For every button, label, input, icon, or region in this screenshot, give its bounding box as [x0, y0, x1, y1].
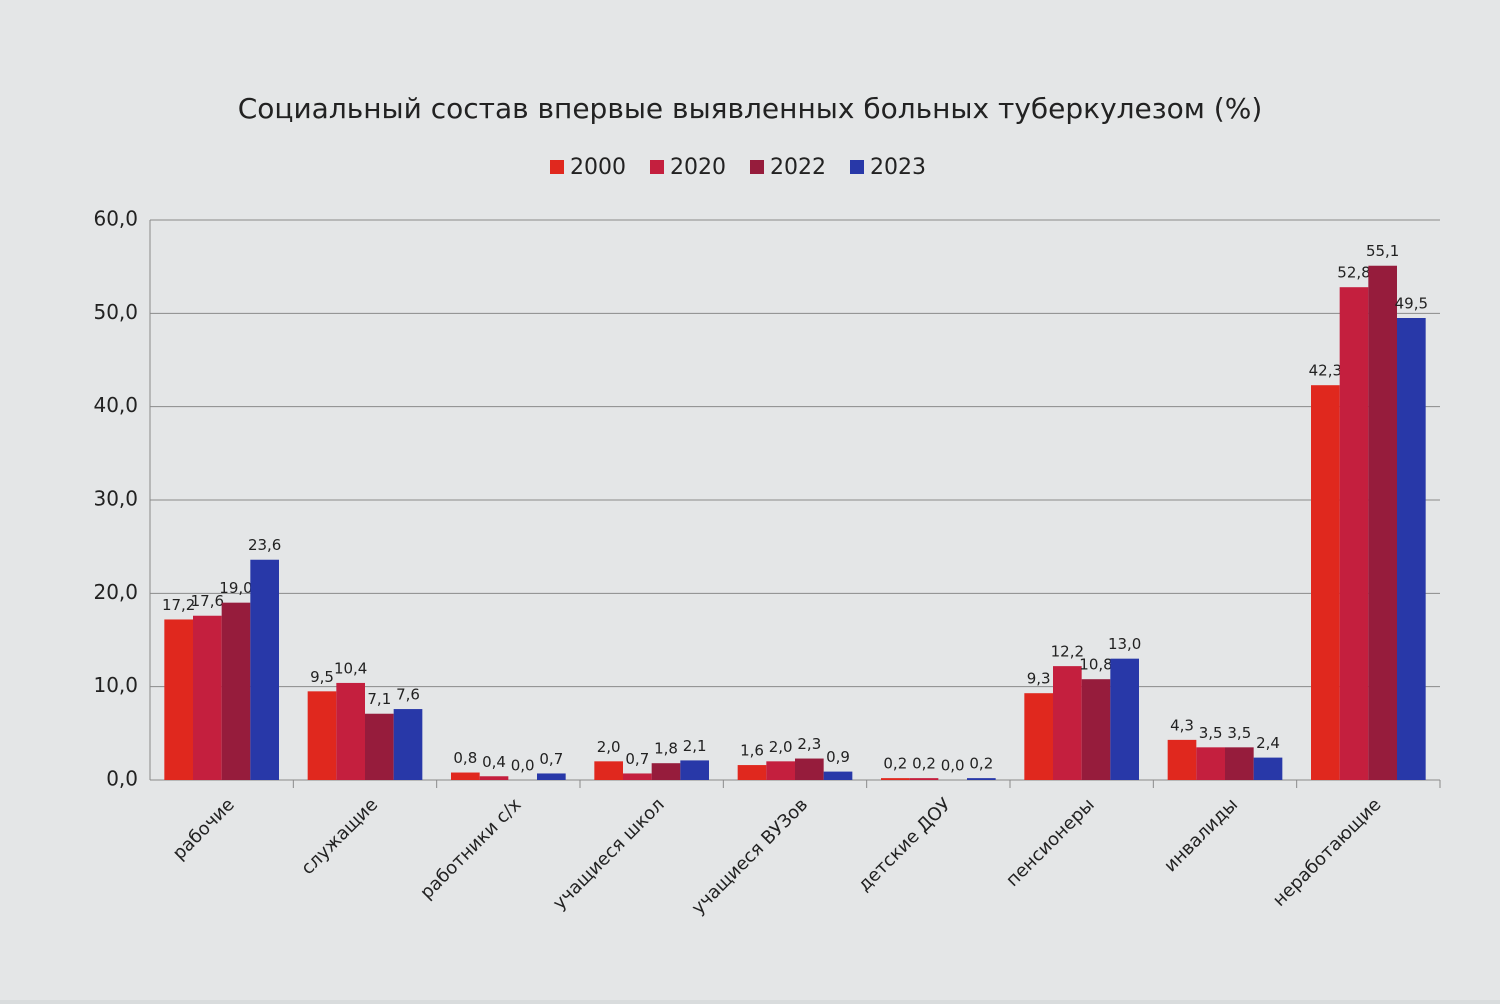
value-label: 17,6: [191, 592, 224, 610]
value-label: 3,5: [1227, 724, 1251, 742]
value-label: 0,2: [883, 755, 907, 773]
legend-swatch: [750, 160, 764, 174]
value-label: 0,2: [969, 755, 993, 773]
bar: [537, 773, 566, 780]
bar: [193, 615, 222, 780]
bar: [1339, 287, 1369, 780]
y-tick-label: 50,0: [93, 300, 138, 324]
value-label: 4,3: [1170, 716, 1194, 734]
bar: [336, 682, 365, 780]
bar: [1368, 265, 1397, 780]
bar: [1225, 747, 1254, 780]
bar: [1110, 658, 1139, 780]
value-label: 2,0: [769, 738, 793, 756]
bar: [1311, 385, 1340, 780]
bar: [680, 760, 709, 780]
bar: [881, 778, 910, 780]
value-label: 23,6: [248, 536, 281, 554]
value-label: 9,3: [1027, 670, 1051, 688]
bar: [1253, 757, 1283, 780]
legend-swatch: [550, 160, 564, 174]
value-label: 0,8: [453, 749, 477, 767]
bar: [221, 602, 251, 780]
value-label: 10,4: [334, 659, 367, 677]
legend-label: 2020: [670, 155, 726, 180]
bar: [307, 691, 337, 780]
value-label: 0,9: [826, 748, 850, 766]
bar: [651, 763, 681, 780]
bar: [250, 559, 279, 780]
bar: [795, 758, 824, 780]
value-label: 0,0: [941, 757, 965, 775]
value-label: 0,0: [511, 757, 535, 775]
value-label: 0,7: [539, 750, 563, 768]
value-label: 2,1: [683, 737, 707, 755]
bar: [594, 761, 623, 780]
y-tick-label: 0,0: [106, 767, 138, 791]
bar: [823, 771, 853, 780]
bar: [909, 778, 939, 780]
bar: [1196, 747, 1225, 780]
value-label: 7,1: [367, 690, 391, 708]
value-label: 7,6: [396, 686, 420, 704]
value-label: 55,1: [1366, 242, 1399, 260]
chart-title: Социальный состав впервые выявленных бол…: [238, 92, 1263, 125]
bar: [451, 772, 480, 780]
legend-label: 2022: [770, 155, 826, 180]
bar: [1081, 679, 1111, 780]
value-label: 42,3: [1309, 362, 1342, 380]
value-label: 0,4: [482, 753, 506, 771]
y-tick-label: 10,0: [93, 673, 138, 697]
value-label: 12,2: [1051, 643, 1084, 661]
value-label: 1,6: [740, 742, 764, 760]
value-label: 2,3: [797, 735, 821, 753]
value-label: 10,8: [1079, 656, 1112, 674]
bar: [164, 619, 193, 780]
value-label: 49,5: [1395, 295, 1428, 313]
value-label: 9,5: [310, 668, 334, 686]
y-tick-label: 60,0: [93, 207, 138, 231]
value-label: 19,0: [219, 579, 252, 597]
bar: [766, 761, 795, 780]
bar: [737, 765, 767, 780]
bar: [393, 709, 423, 780]
value-label: 13,0: [1108, 635, 1141, 653]
bar: [1167, 739, 1197, 780]
value-label: 3,5: [1199, 724, 1223, 742]
bar: [623, 773, 652, 780]
value-label: 2,0: [597, 738, 621, 756]
bar: [1024, 693, 1053, 780]
value-label: 0,2: [912, 755, 936, 773]
legend-swatch: [850, 160, 864, 174]
legend-label: 2000: [570, 155, 626, 180]
value-label: 2,4: [1256, 734, 1280, 752]
value-label: 52,8: [1337, 264, 1370, 282]
y-tick-label: 30,0: [93, 487, 138, 511]
value-label: 17,2: [162, 596, 195, 614]
y-tick-label: 20,0: [93, 580, 138, 604]
legend-label: 2023: [870, 155, 926, 180]
legend-swatch: [650, 160, 664, 174]
bar: [1397, 318, 1426, 780]
y-tick-label: 40,0: [93, 393, 138, 417]
bar: [479, 776, 509, 780]
bar: [1053, 666, 1082, 780]
bar: [967, 778, 996, 780]
value-label: 1,8: [654, 740, 678, 758]
bar: [365, 713, 394, 780]
value-label: 0,7: [625, 750, 649, 768]
